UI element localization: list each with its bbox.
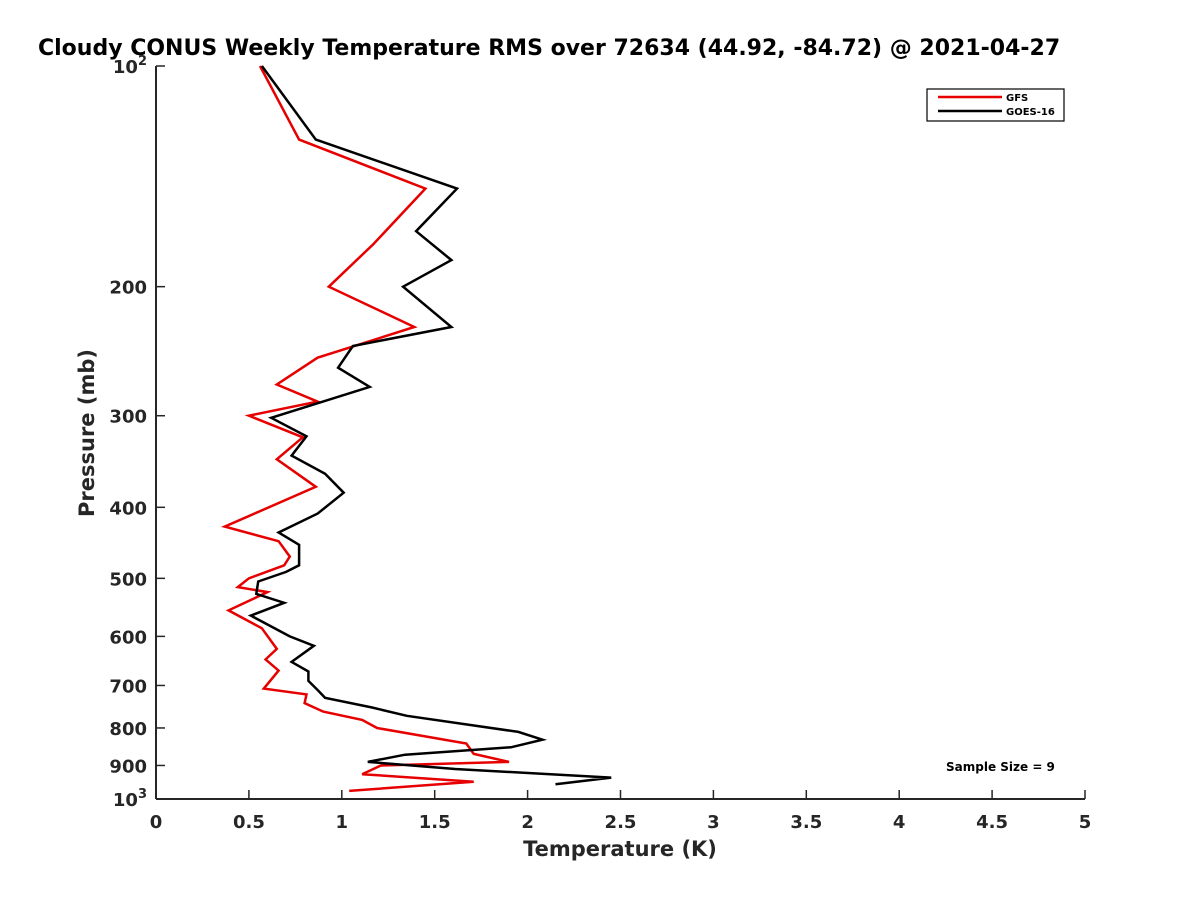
sample-size-annotation: Sample Size = 9 (946, 760, 1055, 774)
y-axis-label: Pressure (mb) (75, 349, 99, 517)
x-tick-label: 0.5 (233, 812, 265, 833)
x-tick-label: 2.5 (605, 812, 637, 833)
series-line-goes16 (247, 65, 612, 786)
series-line-gfs (220, 65, 510, 793)
legend-label-gfs: GFS (1006, 93, 1028, 104)
y-tick-label: 102 (113, 54, 147, 78)
y-tick-label: 700 (109, 676, 147, 697)
x-tick-label: 4 (893, 812, 906, 833)
x-tick-label: 1.5 (419, 812, 451, 833)
plot-background (156, 66, 1085, 799)
y-tick-label: 500 (109, 569, 147, 590)
y-tick-label: 400 (109, 498, 147, 519)
x-axis-label: Temperature (K) (523, 837, 717, 861)
chart-title: Cloudy CONUS Weekly Temperature RMS over… (38, 36, 1060, 61)
axes-layer: 0 0.5 1 1.5 2 2.5 3 3.5 4 4.5 5 102 200 300 400 500 600 7… (109, 54, 1091, 833)
x-tick-label: 4.5 (976, 812, 1008, 833)
x-tick-label: 1 (336, 812, 349, 833)
x-tick-label: 2 (521, 812, 534, 833)
series-layer (220, 65, 612, 793)
y-tick-label: 900 (109, 756, 147, 777)
legend: GFS GOES-16 (926, 88, 1065, 122)
x-tick-label: 5 (1079, 812, 1092, 833)
x-tick-label: 3.5 (790, 812, 822, 833)
x-tick-label: 3 (707, 812, 720, 833)
legend-label-goes16: GOES-16 (1006, 107, 1055, 118)
legend-box (926, 88, 1065, 122)
x-tick-label: 0 (150, 812, 163, 833)
y-tick-label: 300 (109, 407, 147, 428)
plot-area (156, 66, 1085, 799)
y-tick-label: 600 (109, 627, 147, 648)
y-tick-label: 200 (109, 278, 147, 299)
y-tick-label: 800 (109, 719, 147, 740)
y-tick-label: 103 (113, 787, 147, 811)
